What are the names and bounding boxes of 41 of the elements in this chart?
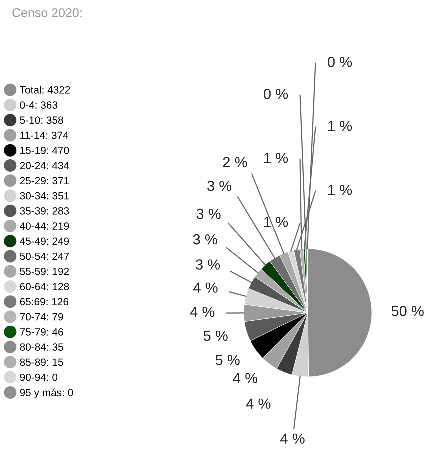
data-label: 4 %: [280, 434, 305, 444]
legend-label: 50-54: 247: [20, 252, 70, 260]
legend-label: 15-19: 470: [20, 146, 70, 154]
legend-label: 40-44: 219: [20, 222, 70, 230]
chart-title: Censo 2020:: [12, 8, 82, 18]
legend-label: 45-49: 249: [20, 238, 70, 246]
legend-label: Total: 4322: [20, 86, 70, 94]
data-label: 1 %: [264, 217, 288, 228]
legend-label: 75-79: 46: [20, 328, 64, 336]
data-label: 3 %: [208, 180, 232, 192]
legend-label: 25-29: 371: [20, 177, 70, 185]
legend-label: 70-74: 79: [20, 313, 64, 321]
legend-label: 0-4: 363: [20, 102, 58, 109]
legend-label: 55-59: 192: [20, 268, 70, 276]
data-label: 3 %: [193, 234, 218, 245]
data-label: 1 %: [328, 185, 352, 196]
legend-label: 85-89: 15: [20, 358, 64, 366]
data-label: 4 %: [194, 282, 218, 293]
data-label: 50 %: [392, 306, 424, 316]
legend-label: 30-34: 351: [20, 192, 70, 200]
legend-label: 20-24: 434: [20, 162, 70, 170]
legend-label: 35-39: 283: [20, 207, 70, 215]
legend-label: 90-94: 0: [20, 374, 58, 382]
legend-label: 95 y más: 0: [20, 388, 74, 399]
legend-label: 5-10: 358: [20, 116, 64, 124]
data-label: 4 %: [190, 306, 215, 318]
data-label: 4 %: [246, 398, 271, 409]
data-label: 3 %: [196, 260, 220, 270]
data-label: 5 %: [204, 330, 228, 342]
data-label: 0 %: [328, 56, 352, 68]
data-label: 4 %: [233, 373, 258, 384]
data-label: 5 %: [216, 355, 240, 366]
legend-label: 60-64: 128: [20, 283, 70, 290]
data-label: 2 %: [223, 157, 248, 168]
legend-label: 11-14: 374: [20, 132, 69, 140]
data-label: 1 %: [264, 153, 288, 164]
data-label: 3 %: [196, 208, 221, 220]
legend-label: 80-84: 35: [20, 344, 64, 351]
data-label: 0 %: [264, 88, 288, 100]
legend-label: 65:69: 126: [20, 298, 69, 306]
data-label: 1 %: [328, 121, 352, 132]
